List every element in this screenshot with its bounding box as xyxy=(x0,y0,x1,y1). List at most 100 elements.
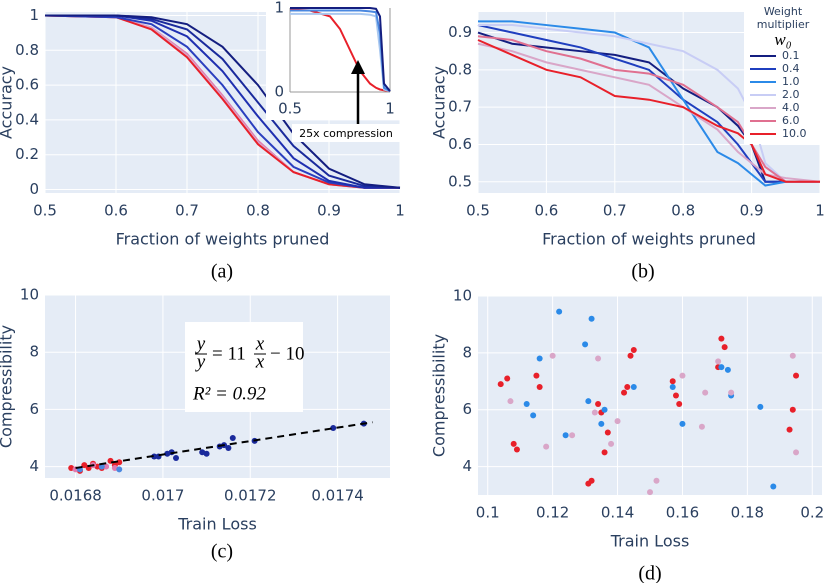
point xyxy=(585,398,592,405)
point xyxy=(536,383,543,390)
x-tick-label: 0.1 xyxy=(476,504,500,522)
eq-num: y xyxy=(195,333,206,354)
point xyxy=(718,335,725,342)
point xyxy=(497,381,504,388)
line xyxy=(290,7,391,92)
y-axis-label: Compressibility xyxy=(0,325,16,448)
caption: (b) xyxy=(631,261,654,283)
plot-area xyxy=(478,296,822,495)
x-tick-label: 0.0168 xyxy=(49,487,102,505)
point xyxy=(601,406,608,413)
point xyxy=(510,440,517,447)
point xyxy=(588,315,595,322)
x-tick-label: 0.2 xyxy=(800,504,824,522)
x-tick-label: 0.8 xyxy=(671,202,695,220)
point xyxy=(679,420,686,427)
legend-swatch xyxy=(750,93,776,96)
fit-line xyxy=(75,421,373,469)
y-tick-label: 8 xyxy=(462,343,472,361)
x-axis-label: Fraction of weights pruned xyxy=(116,230,330,249)
legend-swatch xyxy=(750,54,776,57)
point xyxy=(513,446,520,453)
point xyxy=(330,424,337,431)
line xyxy=(477,35,820,183)
legend-entry: 0.4 xyxy=(744,62,822,75)
y-tick-label: 6 xyxy=(462,400,472,418)
point xyxy=(173,454,180,461)
y-tick-label: 8 xyxy=(29,343,39,361)
line xyxy=(478,20,820,187)
y-tick-label: 0.8 xyxy=(448,60,472,78)
legend-symbol: w₀ xyxy=(774,30,792,49)
inset-x-tick-label: 0.5 xyxy=(278,100,302,118)
x-tick-label: 0.0174 xyxy=(311,487,364,505)
eq-offset: − 10 xyxy=(270,343,304,364)
x-tick-label: 0.6 xyxy=(534,202,558,220)
point xyxy=(595,401,602,408)
x-tick-label: 0.18 xyxy=(731,504,764,522)
point xyxy=(679,372,686,379)
point xyxy=(621,389,628,396)
caption: (d) xyxy=(638,563,661,583)
point xyxy=(203,450,210,457)
point xyxy=(702,389,709,396)
legend-entry: 0.1 xyxy=(744,49,822,62)
x-tick-label: 0.9 xyxy=(317,202,341,220)
y-tick-label: 0.6 xyxy=(448,135,472,153)
x-axis-label: Fraction of weights pruned xyxy=(542,230,756,249)
legend-swatch xyxy=(750,67,776,70)
y-tick-label: 0.2 xyxy=(15,145,39,163)
x-tick-label: 0.7 xyxy=(175,202,199,220)
legend-label: 2.0 xyxy=(782,88,800,101)
y-axis-label: Compressibility xyxy=(430,334,449,457)
legend-entry: 6.0 xyxy=(744,114,822,127)
point xyxy=(533,372,540,379)
point xyxy=(724,366,731,373)
point xyxy=(523,401,530,408)
legend-entry: 2.0 xyxy=(744,88,822,101)
point xyxy=(676,401,683,408)
point xyxy=(653,477,660,484)
point xyxy=(669,378,676,385)
x-tick-label: 1 xyxy=(815,202,825,220)
eq-den: x xyxy=(255,351,265,372)
x-axis-label: Train Loss xyxy=(177,515,257,534)
legend-label: 0.4 xyxy=(782,62,800,75)
y-tick-label: 0.5 xyxy=(448,172,472,190)
point xyxy=(116,466,123,473)
x-tick-label: 0.16 xyxy=(666,504,699,522)
legend-label: 10.0 xyxy=(782,127,807,140)
legend-title: Weight multiplier xyxy=(756,5,810,31)
point xyxy=(601,449,608,456)
point xyxy=(770,483,777,490)
y-tick-label: 1 xyxy=(29,6,39,24)
y-tick-label: 0 xyxy=(29,180,39,198)
point xyxy=(507,398,514,405)
x-tick-label: 0.12 xyxy=(536,504,569,522)
point xyxy=(718,364,725,371)
point xyxy=(81,462,88,469)
legend-entry: 4.0 xyxy=(744,101,822,114)
y-tick-label: 10 xyxy=(453,287,472,305)
point xyxy=(562,432,569,439)
point xyxy=(588,477,595,484)
point xyxy=(647,489,653,496)
y-axis-label: Accuracy xyxy=(0,66,16,139)
x-tick-label: 1 xyxy=(395,202,405,220)
x-tick-label: 0.6 xyxy=(104,202,128,220)
point xyxy=(789,352,796,359)
arrow-head xyxy=(351,60,365,74)
point xyxy=(103,463,110,470)
x-tick-label: 0.5 xyxy=(33,202,57,220)
eq-den: y xyxy=(195,351,206,372)
point xyxy=(151,453,158,460)
x-tick-label: 0.9 xyxy=(740,202,764,220)
point xyxy=(536,355,543,362)
inset-y-tick-label: 0 xyxy=(274,83,284,101)
legend-swatch xyxy=(750,106,776,109)
x-tick-label: 0.017 xyxy=(141,487,184,505)
point xyxy=(793,372,800,379)
y-tick-label: 4 xyxy=(29,457,39,475)
x-tick-label: 0.8 xyxy=(246,202,270,220)
